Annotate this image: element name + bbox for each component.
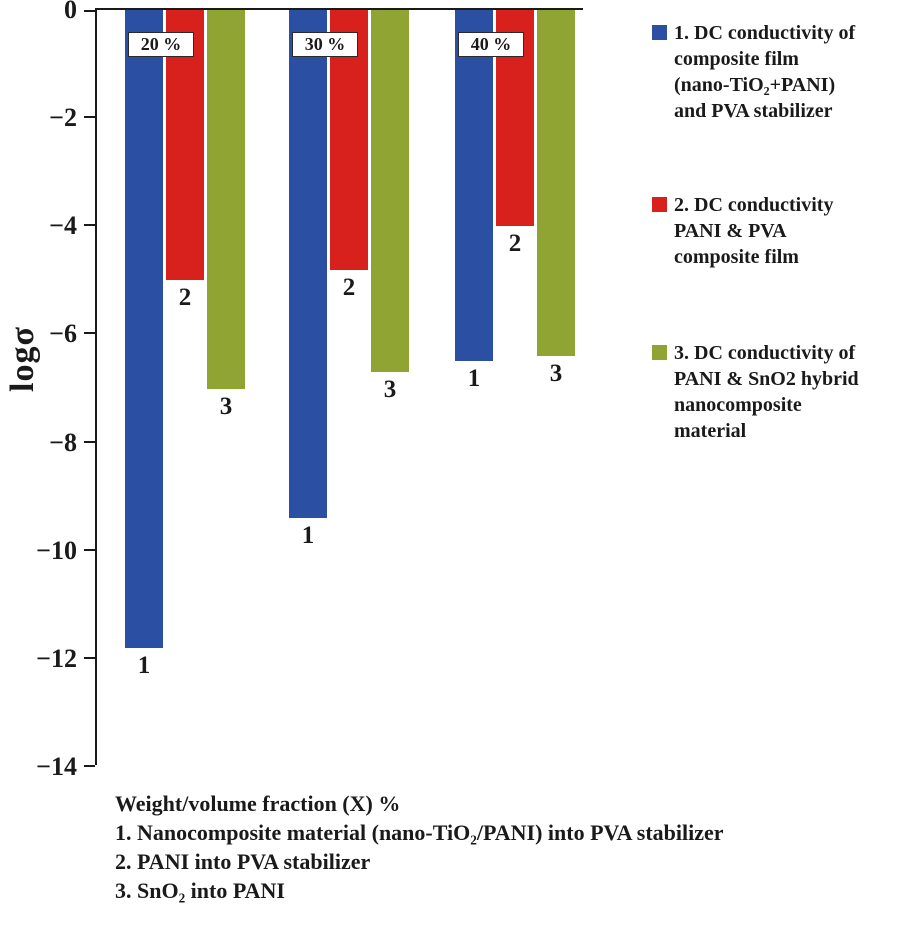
legend-swatch-icon [652, 345, 667, 360]
bar-number-label: 1 [467, 365, 481, 393]
bar-number-label: 3 [549, 360, 563, 388]
y-tick-label: −14 [36, 752, 77, 781]
y-tick-mark [84, 548, 95, 551]
legend-line: 3. DC conductivity of [674, 342, 856, 364]
footer-line: 1. Nanocomposite material (nano-TiO₂/PAN… [115, 820, 724, 845]
y-tick-label: −8 [49, 427, 77, 457]
group-percent-label: 30 % [292, 32, 358, 57]
y-tick-label: −4 [49, 211, 77, 241]
bar-number-label: 3 [219, 392, 233, 420]
legend-swatch-icon [652, 25, 667, 40]
y-tick-label: −12 [36, 643, 77, 673]
bar-series-1 [289, 10, 327, 519]
legend-item: 3. DC conductivity of PANI & SnO2 hybrid n… [652, 340, 919, 444]
y-tick-mark [84, 116, 95, 119]
y-tick-mark [84, 224, 95, 227]
y-tick-label: −10 [36, 535, 77, 565]
y-tick-mark [84, 765, 95, 767]
plot-area: 0 −2 −4 −6 −8 −10 −12 −14 1 2 3 20 % 1 2 3 30 % 1 2 3 40 % [36, 0, 583, 781]
footer-line: Weight/volume fraction (X) % [115, 791, 401, 816]
footer-notes: Weight/volume fraction (X) % 1. Nanocompo… [115, 789, 724, 905]
group-percent-label: 20 % [128, 32, 194, 57]
bar-number-label: 3 [383, 376, 397, 404]
bar-group: 1 2 3 40 % [455, 10, 575, 765]
legend-line: composite film [674, 246, 799, 268]
bar-number-label: 1 [137, 652, 151, 680]
y-tick-label: −6 [49, 319, 77, 349]
group-percent-label: 40 % [458, 32, 524, 57]
bar-series-1 [125, 10, 163, 649]
y-tick-mark [84, 332, 95, 335]
bar-number-label: 2 [508, 230, 522, 258]
legend-swatch-icon [652, 197, 667, 212]
legend-line: (nano-TiO₂+PANI) [674, 74, 836, 96]
legend-line: 1. DC conductivity of [674, 22, 856, 44]
legend-text: 1. DC conductivity of composite film (nano… [674, 20, 855, 124]
legend-line: material [674, 420, 747, 442]
legend-line: PANI & SnO2 hybrid [674, 368, 859, 390]
legend-line: PANI & PVA [674, 220, 787, 242]
bar-series-3 [371, 10, 409, 373]
bar-series-1 [455, 10, 493, 362]
bar-number-label: 1 [301, 522, 315, 550]
bar-number-label: 2 [342, 273, 356, 301]
footer-line: 2. PANI into PVA stabilizer [115, 849, 371, 874]
bar-number-label: 2 [178, 284, 192, 312]
y-tick-label: −2 [49, 103, 77, 133]
legend-line: nanocomposite [674, 394, 802, 416]
bar-series-3 [537, 10, 575, 357]
legend-line: and PVA stabilizer [674, 100, 833, 122]
y-tick-mark [84, 440, 95, 443]
bar-group: 1 2 3 20 % [125, 10, 245, 765]
legend-text: 3. DC conductivity of PANI & SnO2 hybrid n… [674, 340, 859, 444]
y-tick-mark [84, 656, 95, 659]
y-tick-mark [84, 10, 95, 12]
legend-item: 1. DC conductivity of composite film (nano… [652, 20, 919, 124]
legend: 1. DC conductivity of composite film (nano… [652, 0, 919, 600]
legend-line: 2. DC conductivity [674, 194, 834, 216]
legend-item: 2. DC conductivity PANI & PVA composite fi… [652, 192, 919, 270]
bar-series-3 [207, 10, 245, 389]
footer-line: 3. SnO₂ into PANI [115, 878, 285, 903]
legend-text: 2. DC conductivity PANI & PVA composite fi… [674, 192, 833, 270]
y-tick-label: 0 [64, 0, 77, 24]
legend-line: composite film [674, 48, 799, 70]
bar-group: 1 2 3 30 % [289, 10, 409, 765]
